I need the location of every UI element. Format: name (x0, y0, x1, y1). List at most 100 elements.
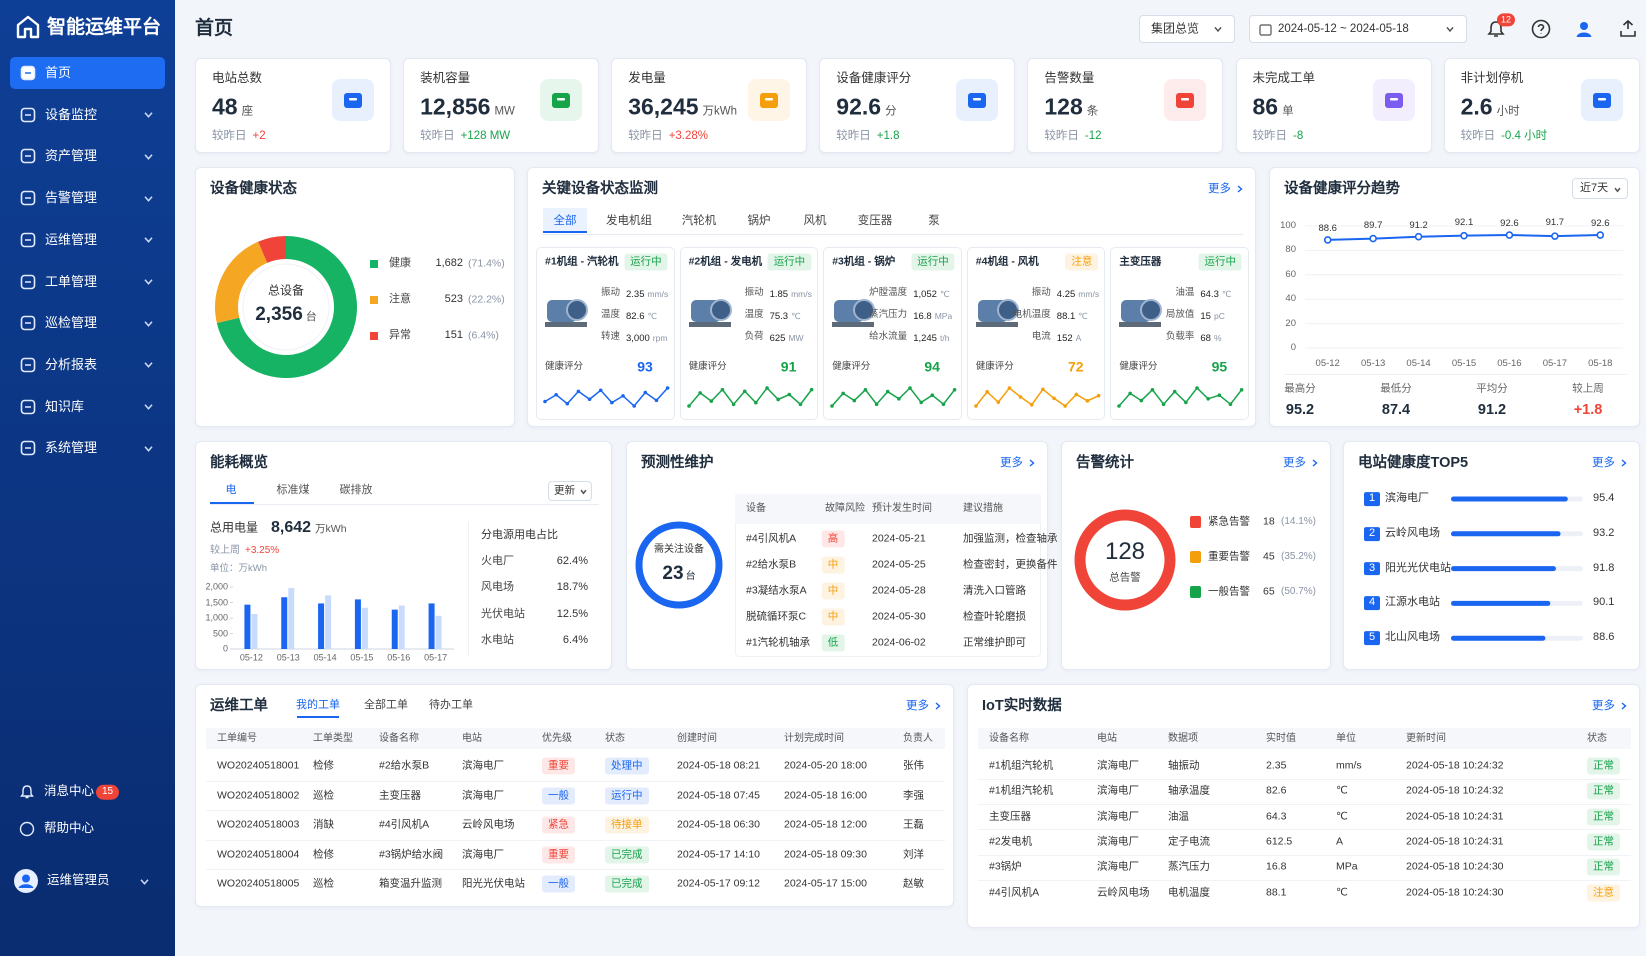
menu-item[interactable]: 资产管理 (45, 148, 98, 164)
status-badge: 重要 (542, 757, 575, 775)
row-divider (978, 854, 1631, 856)
sparkline-line (831, 386, 956, 407)
sparkline-point (973, 404, 978, 408)
kpi-icon-detail (1181, 98, 1190, 101)
more-link[interactable]: 更多 (1592, 699, 1615, 712)
menu-item[interactable]: 工单管理 (45, 273, 98, 289)
user-body (1576, 32, 1592, 37)
table-cell: 李强 (903, 788, 924, 801)
sparkline-point (886, 389, 890, 394)
calendar-shape (1259, 24, 1272, 36)
tab[interactable]: 汽轮机 (681, 214, 717, 227)
tab[interactable]: 风机 (803, 214, 827, 227)
more-link[interactable]: 更多 (1283, 456, 1306, 469)
row-divider (206, 780, 945, 782)
period-select[interactable] (548, 481, 592, 501)
energy-bar (354, 599, 361, 649)
more-link[interactable]: 更多 (1208, 182, 1231, 195)
work-order-tab[interactable]: 我的工单 (296, 699, 340, 712)
kpi-label: 告警数量 (1044, 71, 1095, 86)
table-cell: 阳光光伏电站 (462, 877, 525, 890)
tab[interactable]: 全部 (553, 214, 577, 227)
center-value: 2,356 (255, 304, 303, 326)
equipment-card: #1机组 - 汽轮机 运行中 振动 2.35 mm/s 温度 82.6 ℃ 转速 3,000 rpm… (536, 247, 675, 420)
sparkline-point (1195, 386, 1200, 390)
equipment-image (832, 299, 876, 327)
x-tick-label: 05-18 (1588, 358, 1613, 370)
table-cell: 油温 (1168, 810, 1189, 823)
energy-tab[interactable]: 电 (225, 484, 237, 497)
table-cell: 2024-05-18 10:24:31 (1406, 835, 1504, 848)
rank-badge: 3 (1364, 561, 1380, 576)
menu-item[interactable]: 告警管理 (45, 189, 98, 205)
table-cell: WO20240518002 (217, 788, 300, 801)
table-cell: 消缺 (313, 818, 334, 831)
table-cell: 检查叶轮磨损 (963, 610, 1026, 623)
work-order-tab[interactable]: 待办工单 (429, 699, 473, 712)
range-select[interactable] (1572, 178, 1628, 199)
metric-label: 振动 (744, 287, 764, 299)
predict-table-header-bg (735, 494, 1041, 524)
legend-label: 异常 (389, 329, 411, 342)
period-select-text: 更新 (554, 484, 575, 497)
sparkline-point (686, 404, 691, 408)
chevron (1621, 702, 1627, 710)
alarm-name: 一般告警 (1208, 585, 1250, 598)
kpi-unit: 座 (241, 105, 254, 118)
trend-point (1460, 231, 1468, 240)
share-value: 18.7% (556, 581, 588, 594)
table-cell: 滨海电厂 (1097, 810, 1139, 823)
metric-label: 振动 (1031, 287, 1051, 299)
help-center[interactable]: 帮助中心 (44, 821, 95, 836)
chevron (1446, 26, 1454, 33)
table-cell: 64.3 (1266, 810, 1287, 823)
equipment-name: #2机组 - 发电机 (688, 255, 763, 268)
tab[interactable]: 变压器 (857, 214, 893, 227)
metric-value: 2.35 (626, 289, 645, 300)
menu-item[interactable]: 运维管理 (45, 231, 98, 247)
date-range-picker[interactable] (1249, 15, 1467, 43)
message-center[interactable]: 消息中心 (44, 784, 95, 799)
energy-tab[interactable]: 碳排放 (339, 484, 373, 497)
station-score: 91.8 (1593, 561, 1615, 574)
work-order-tab[interactable]: 全部工单 (364, 699, 408, 712)
share-name: 光伏电站 (481, 607, 525, 620)
more-link[interactable]: 更多 (1592, 456, 1615, 469)
tab[interactable]: 发电机组 (606, 214, 652, 227)
metric-value: 16.8 (913, 311, 932, 322)
kpi-icon (1176, 93, 1195, 108)
table-cell: 箱变温升监测 (379, 877, 442, 890)
table-cell: 82.6 (1266, 784, 1287, 797)
tab-divider (542, 234, 1243, 235)
metric-label: 温度 (744, 309, 764, 321)
tab[interactable]: 泵 (928, 214, 940, 227)
station-name: 阳光光伏电站 (1385, 561, 1451, 574)
score-label: 健康评分 (545, 361, 584, 373)
kpi-delta: -8 (1293, 130, 1304, 142)
kpi-unit: 单 (1282, 105, 1294, 118)
table-cell: 加强监测，检查轴承 (963, 532, 1058, 545)
table-cell: 2024-05-18 10:24:32 (1406, 759, 1504, 772)
kpi-icon-detail (1597, 98, 1606, 101)
total-value: 8,642 (271, 519, 312, 536)
menu-item[interactable]: 分析报表 (45, 356, 98, 372)
menu-item[interactable]: 首页 (45, 64, 72, 80)
energy-tab[interactable]: 标准煤 (276, 484, 310, 497)
sparkline-point (919, 400, 924, 405)
more-link[interactable]: 更多 (906, 699, 929, 712)
sparkline (973, 386, 1101, 408)
sparkline-point (863, 388, 868, 392)
menu-item[interactable]: 系统管理 (45, 440, 98, 456)
menu-icon-frame (20, 357, 36, 373)
chevron (144, 362, 153, 369)
menu-item[interactable]: 巡检管理 (45, 315, 98, 331)
user-name[interactable]: 运维管理员 (47, 873, 110, 888)
metric-value: 68 (1200, 333, 1211, 344)
menu-item[interactable]: 设备监控 (45, 106, 98, 122)
tab[interactable]: 锅炉 (747, 214, 771, 227)
ring-label: 需关注设备 (654, 543, 704, 555)
donut-segment (215, 241, 268, 323)
kpi-icon (760, 93, 779, 108)
menu-item[interactable]: 知识库 (45, 398, 85, 414)
more-link[interactable]: 更多 (1000, 456, 1023, 469)
